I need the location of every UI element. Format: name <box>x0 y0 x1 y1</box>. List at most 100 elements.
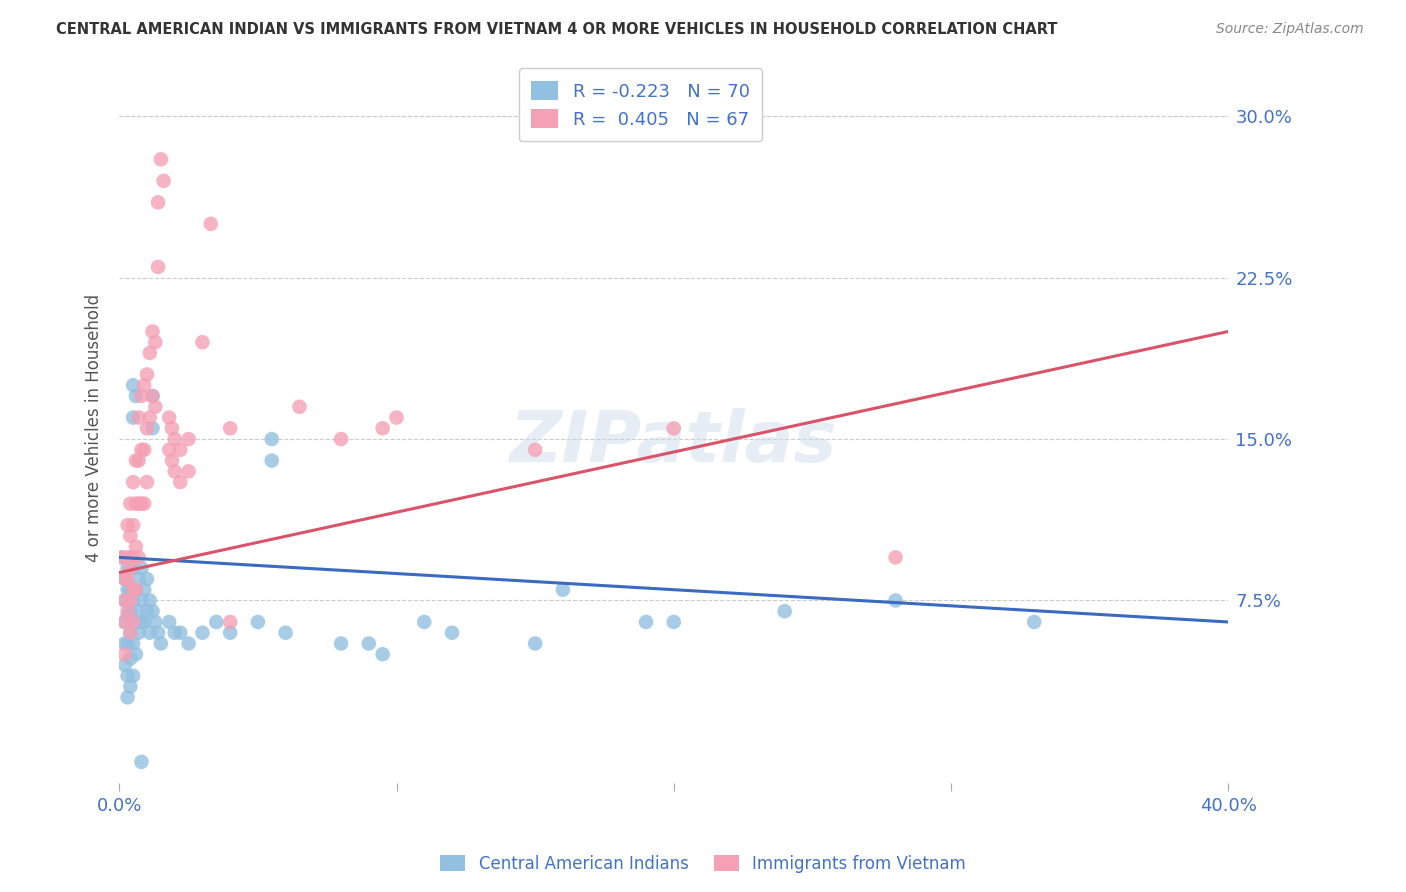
Point <box>125 647 148 661</box>
Point <box>125 582 148 597</box>
Point <box>120 497 142 511</box>
Point <box>260 432 283 446</box>
Point <box>524 636 547 650</box>
Point <box>120 593 142 607</box>
Point <box>128 572 150 586</box>
Point <box>134 378 156 392</box>
Point <box>122 582 145 597</box>
Legend: Central American Indians, Immigrants from Vietnam: Central American Indians, Immigrants fro… <box>433 848 973 880</box>
Point <box>131 615 153 629</box>
Point <box>524 442 547 457</box>
Point <box>114 593 136 607</box>
Point <box>131 561 153 575</box>
Point <box>139 593 162 607</box>
Point <box>141 604 163 618</box>
Point <box>191 625 214 640</box>
Legend: R = -0.223   N = 70, R =  0.405   N = 67: R = -0.223 N = 70, R = 0.405 N = 67 <box>519 68 762 141</box>
Point <box>120 625 142 640</box>
Point <box>117 572 139 586</box>
Point <box>117 669 139 683</box>
Point <box>136 421 159 435</box>
Point <box>191 335 214 350</box>
Y-axis label: 4 or more Vehicles in Household: 4 or more Vehicles in Household <box>86 294 103 562</box>
Point <box>117 636 139 650</box>
Point <box>122 518 145 533</box>
Point <box>149 153 172 167</box>
Point <box>122 378 145 392</box>
Text: CENTRAL AMERICAN INDIAN VS IMMIGRANTS FROM VIETNAM 4 OR MORE VEHICLES IN HOUSEHO: CENTRAL AMERICAN INDIAN VS IMMIGRANTS FR… <box>56 22 1057 37</box>
Point <box>111 550 134 565</box>
Point <box>128 497 150 511</box>
Point <box>122 561 145 575</box>
Point <box>122 593 145 607</box>
Point <box>149 636 172 650</box>
Point <box>169 625 191 640</box>
Point <box>120 550 142 565</box>
Point <box>114 615 136 629</box>
Point <box>413 615 436 629</box>
Point <box>146 625 169 640</box>
Point <box>200 217 222 231</box>
Point <box>146 260 169 274</box>
Point <box>169 475 191 489</box>
Point <box>662 615 685 629</box>
Point <box>122 475 145 489</box>
Point <box>117 550 139 565</box>
Point <box>884 550 907 565</box>
Point <box>146 195 169 210</box>
Point <box>160 421 183 435</box>
Point <box>117 608 139 623</box>
Point <box>114 615 136 629</box>
Point <box>143 615 166 629</box>
Point <box>131 497 153 511</box>
Point <box>136 368 159 382</box>
Point <box>219 615 242 629</box>
Point <box>157 442 180 457</box>
Point <box>125 615 148 629</box>
Point <box>128 604 150 618</box>
Point <box>551 582 574 597</box>
Point <box>125 389 148 403</box>
Point <box>139 346 162 360</box>
Point <box>330 432 353 446</box>
Point <box>219 625 242 640</box>
Point <box>134 582 156 597</box>
Point <box>884 593 907 607</box>
Point <box>219 421 242 435</box>
Point <box>114 572 136 586</box>
Point <box>122 410 145 425</box>
Point <box>157 615 180 629</box>
Point <box>122 669 145 683</box>
Point <box>136 475 159 489</box>
Point <box>117 604 139 618</box>
Point <box>122 615 145 629</box>
Point <box>134 442 156 457</box>
Point <box>371 647 394 661</box>
Point <box>274 625 297 640</box>
Point <box>111 550 134 565</box>
Point <box>131 755 153 769</box>
Point <box>634 615 657 629</box>
Point <box>260 453 283 467</box>
Point <box>131 389 153 403</box>
Text: Source: ZipAtlas.com: Source: ZipAtlas.com <box>1216 22 1364 37</box>
Point <box>125 540 148 554</box>
Point <box>134 615 156 629</box>
Point <box>134 497 156 511</box>
Point <box>125 582 148 597</box>
Text: ZIPatlas: ZIPatlas <box>510 408 838 477</box>
Point <box>371 421 394 435</box>
Point <box>122 550 145 565</box>
Point <box>114 636 136 650</box>
Point <box>157 410 180 425</box>
Point <box>152 174 174 188</box>
Point <box>662 421 685 435</box>
Point <box>163 464 186 478</box>
Point <box>117 582 139 597</box>
Point <box>141 325 163 339</box>
Point <box>128 453 150 467</box>
Point <box>177 464 200 478</box>
Point <box>125 453 148 467</box>
Point <box>131 442 153 457</box>
Point <box>773 604 796 618</box>
